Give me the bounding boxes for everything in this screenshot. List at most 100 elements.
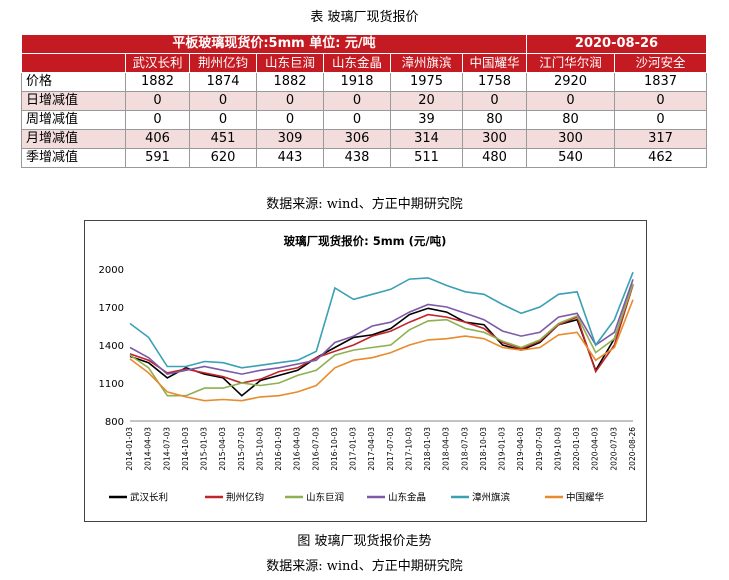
x-tick-label: 2019-01-03	[498, 427, 507, 471]
table-cell: 1975	[390, 72, 463, 92]
table-cell: 480	[462, 148, 527, 168]
x-tick-label: 2014-04-03	[144, 427, 153, 471]
table-cell: 20	[390, 91, 463, 111]
x-tick-label: 2015-04-03	[218, 427, 227, 471]
table-cell: 1882	[125, 72, 190, 92]
x-tick-label: 2020-08-26	[628, 427, 637, 471]
y-tick-label: 1400	[99, 341, 124, 352]
column-header: 荆州亿钧	[189, 53, 257, 73]
table-cell: 0	[323, 91, 391, 111]
legend-label: 中国耀华	[566, 492, 605, 504]
column-header: 山东金晶	[323, 53, 391, 73]
x-tick-label: 2016-07-03	[311, 427, 320, 471]
column-header: 江门华尔润	[526, 53, 615, 73]
legend-label: 山东巨润	[306, 492, 344, 504]
table-cell: 0	[526, 91, 615, 111]
y-tick-label: 1700	[99, 303, 124, 314]
table-cell: 0	[256, 110, 324, 130]
table-cell: 80	[462, 110, 527, 130]
table-cell: 0	[125, 110, 190, 130]
table-cell: 309	[256, 129, 324, 149]
row-label: 价格	[21, 72, 126, 92]
table-cell: 0	[323, 110, 391, 130]
table-cell: 438	[323, 148, 391, 168]
row-label: 季增减值	[21, 148, 126, 168]
series-line	[129, 299, 634, 402]
table-row: 日增减值 0 0 0 0 20 0 0 0	[21, 91, 707, 111]
legend-label: 漳州旗滨	[472, 492, 511, 504]
table-cell: 1918	[323, 72, 391, 92]
legend-label: 武汉长利	[130, 492, 168, 504]
x-tick-label: 2020-01-03	[572, 427, 581, 471]
table-cell: 540	[526, 148, 615, 168]
table-cell: 591	[125, 148, 190, 168]
table-cell: 1882	[256, 72, 324, 92]
column-header: 中国耀华	[462, 53, 527, 73]
table-cell: 2920	[526, 72, 615, 92]
x-tick-label: 2016-04-03	[293, 427, 302, 471]
table-cell: 0	[614, 91, 707, 111]
table-cell: 451	[189, 129, 257, 149]
table-cell: 300	[526, 129, 615, 149]
series-line	[129, 283, 634, 397]
table-row: 周增减值 0 0 0 0 39 80 80 0	[21, 110, 707, 130]
x-tick-label: 2018-04-03	[442, 427, 451, 471]
x-tick-label: 2017-10-03	[404, 427, 413, 471]
row-label: 周增减值	[21, 110, 126, 130]
x-tick-label: 2016-01-03	[274, 427, 283, 471]
series-line	[129, 284, 634, 384]
table-cell: 317	[614, 129, 707, 149]
table-row: 月增减值 406 451 309 306 314 300 300 317	[21, 129, 707, 149]
x-tick-label: 2015-01-03	[200, 427, 209, 471]
x-tick-label: 2014-01-03	[125, 427, 134, 471]
y-tick-label: 1100	[99, 379, 124, 390]
chart-panel: 玻璃厂现货报价: 5mm (元/吨) 800 1100 1400 1700 2000 201…	[84, 220, 647, 522]
x-tick-label: 2015-07-03	[237, 427, 246, 471]
column-header: 武汉长利	[125, 53, 190, 73]
x-tick-label: 2018-10-03	[479, 427, 488, 471]
table-cell: 1758	[462, 72, 527, 92]
table-cell: 1874	[189, 72, 257, 92]
x-tick-label: 2014-07-03	[162, 427, 171, 471]
price-table: 平板玻璃现货价:5mm 单位: 元/吨 2020-08-26 武汉长利 荆州亿钧…	[21, 34, 707, 168]
x-tick-label: 2015-10-03	[255, 427, 264, 471]
table-cell: 0	[256, 91, 324, 111]
figure-caption: 图 玻璃厂现货报价走势	[297, 534, 432, 549]
table-header-date: 2020-08-26	[526, 34, 707, 54]
x-tick-label: 2017-07-03	[386, 427, 395, 471]
x-tick-label: 2018-07-03	[460, 427, 469, 471]
y-tick-label: 2000	[99, 265, 124, 276]
x-tick-label: 2019-04-03	[516, 427, 525, 471]
table-row: 价格 1882 1874 1882 1918 1975 1758 2920 18…	[21, 72, 707, 92]
table-row: 季增减值 591 620 443 438 511 480 540 462	[21, 148, 707, 168]
table-cell: 80	[526, 110, 615, 130]
price-line-chart: 玻璃厂现货报价: 5mm (元/吨) 800 1100 1400 1700 2000 201…	[99, 234, 637, 504]
series-line	[129, 279, 634, 375]
series-line	[129, 283, 634, 397]
y-tick-label: 800	[105, 417, 124, 428]
x-tick-label: 2018-01-03	[423, 427, 432, 471]
column-header: 山东巨润	[256, 53, 324, 73]
table-cell: 406	[125, 129, 190, 149]
table-cell: 300	[462, 129, 527, 149]
chart-title: 玻璃厂现货报价: 5mm (元/吨)	[284, 234, 447, 248]
table-cell: 620	[189, 148, 257, 168]
table-header-title: 平板玻璃现货价:5mm 单位: 元/吨	[21, 34, 527, 54]
row-label: 月增减值	[21, 129, 126, 149]
table-cell: 443	[256, 148, 324, 168]
table-cell: 0	[614, 110, 707, 130]
x-tick-label: 2019-07-03	[535, 427, 544, 471]
series-line	[129, 271, 634, 369]
table-cell: 1837	[614, 72, 707, 92]
x-tick-label: 2014-10-03	[181, 427, 190, 471]
row-label: 日增减值	[21, 91, 126, 111]
figure-source: 数据来源: wind、方正中期研究院	[266, 559, 463, 574]
table-cell: 0	[462, 91, 527, 111]
table-cell: 39	[390, 110, 463, 130]
x-tick-label: 2020-07-03	[609, 427, 618, 471]
x-tick-label: 2019-10-03	[553, 427, 562, 471]
x-tick-label: 2017-04-03	[367, 427, 376, 471]
column-header: 沙河安全	[614, 53, 707, 73]
legend-label: 山东金晶	[388, 492, 426, 504]
table-cell: 306	[323, 129, 391, 149]
